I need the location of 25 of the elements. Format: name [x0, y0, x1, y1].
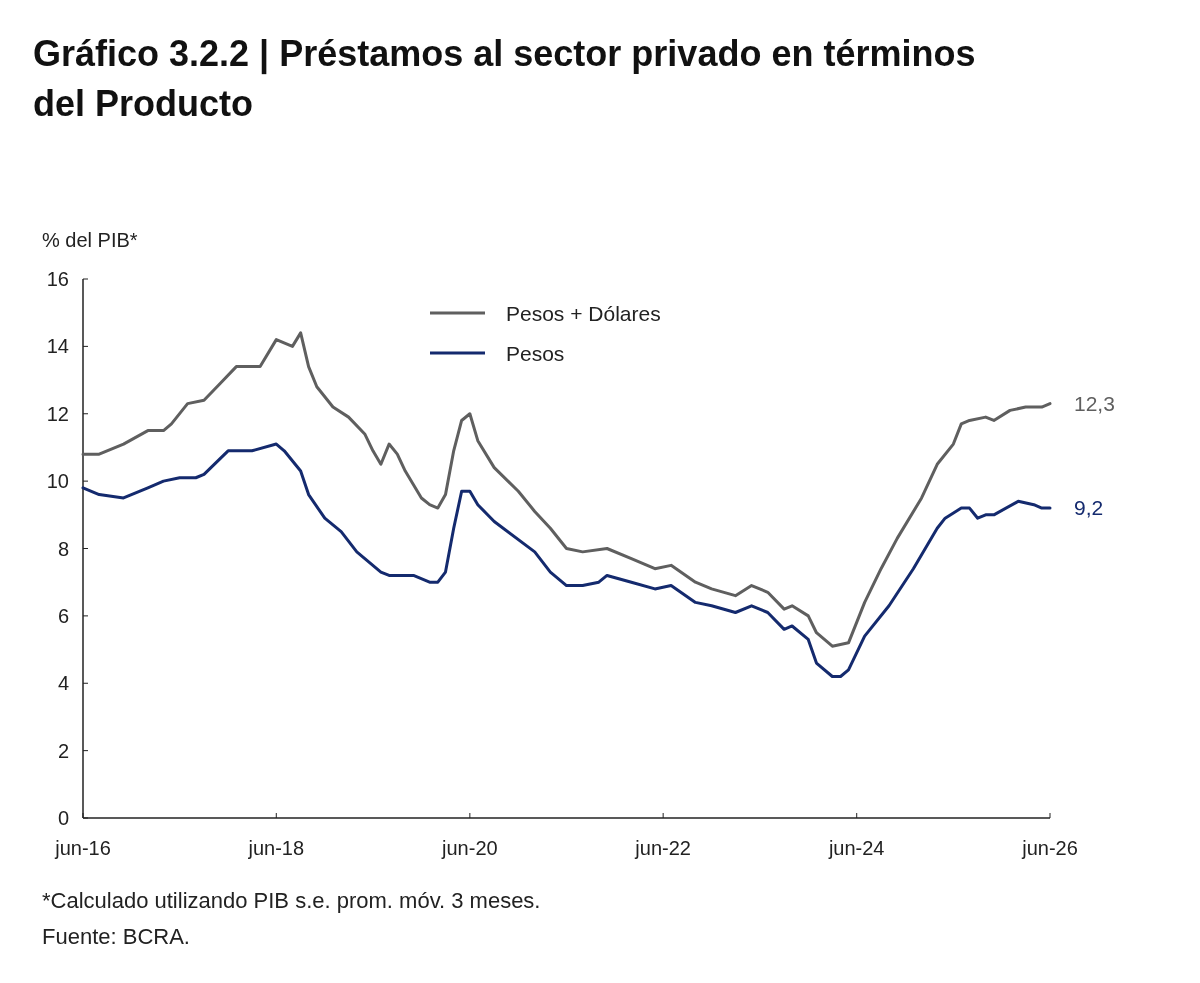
- legend-label: Pesos + Dólares: [506, 302, 661, 325]
- y-tick-label: 0: [57, 807, 69, 829]
- y-tick-label: 2: [57, 739, 69, 762]
- x-tick-label: jun-22: [634, 837, 691, 859]
- y-tick-label: 16: [46, 268, 69, 290]
- y-tick-label: 14: [46, 335, 69, 358]
- source-note: Fuente: BCRA.: [42, 924, 190, 949]
- annotation: 9,2: [1074, 496, 1104, 520]
- y-tick-label: 12: [46, 402, 69, 425]
- y-tick-label: 10: [46, 470, 69, 493]
- x-tick-label: jun-24: [827, 837, 885, 859]
- legend-label: Pesos: [506, 342, 565, 365]
- y-tick-label: 8: [57, 537, 69, 560]
- x-tick-label: jun-18: [247, 837, 305, 859]
- y-axis-title: % del PIB*: [42, 229, 138, 251]
- line-series: [81, 442, 1052, 679]
- x-tick-label: jun-16: [54, 837, 111, 859]
- chart-title: Gráfico 3.2.2 | Préstamos al sector privado en términos del Producto: [33, 33, 976, 124]
- x-tick-label: jun-26: [1021, 837, 1078, 859]
- annotation: 12,3: [1074, 391, 1115, 415]
- line-series: [81, 331, 1052, 648]
- text: *Calculado utilizando PIB s.e. prom. móv. 3 meses.: [42, 888, 541, 913]
- y-tick-label: 6: [57, 604, 69, 627]
- x-tick-label: jun-20: [441, 837, 498, 859]
- y-tick-label: 4: [57, 672, 69, 695]
